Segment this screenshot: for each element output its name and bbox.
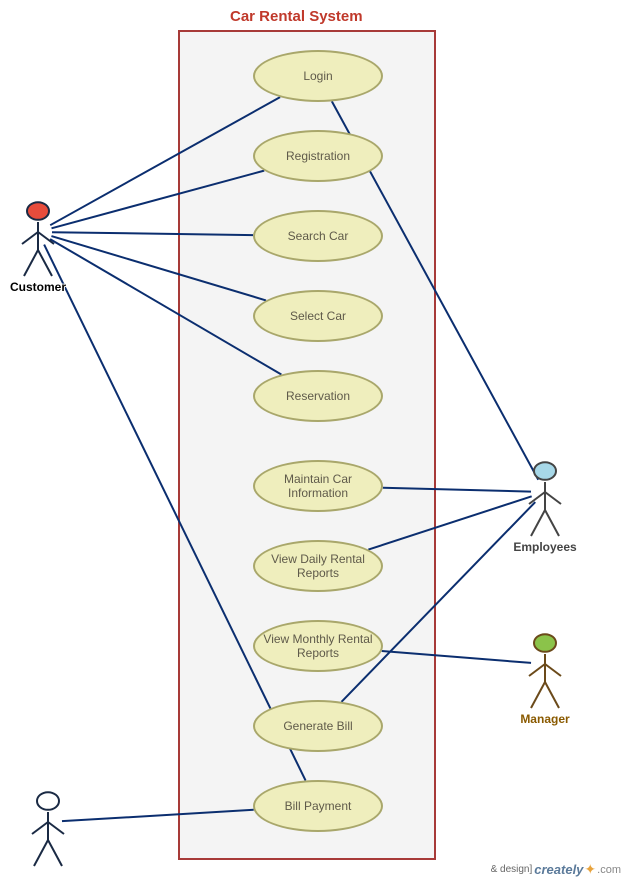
usecase-dailyrep: View Daily Rental Reports	[253, 540, 383, 592]
usecase-registration: Registration	[253, 130, 383, 182]
footer-prefix: & design]	[491, 864, 533, 875]
usecase-billpay: Bill Payment	[253, 780, 383, 832]
diagram-title: Car Rental System	[230, 8, 363, 25]
usecase-monthlyrep: View Monthly Rental Reports	[253, 620, 383, 672]
diagram-canvas: Car Rental System Login Registration Searc…	[0, 0, 621, 878]
usecase-genbill: Generate Bill	[253, 700, 383, 752]
usecase-login: Login	[253, 50, 383, 102]
usecase-reservation: Reservation	[253, 370, 383, 422]
actor-employees	[529, 462, 561, 536]
actor-manager	[529, 634, 561, 708]
actor-label-employees: Employees	[505, 540, 585, 554]
footer: & design] creately ✦ .com	[491, 861, 621, 878]
footer-brand: creately	[534, 862, 583, 877]
footer-star-icon: ✦	[584, 861, 596, 878]
usecase-selectcar: Select Car	[253, 290, 383, 342]
actor-customer	[22, 202, 54, 276]
usecase-searchcar: Search Car	[253, 210, 383, 262]
actor-label-customer: Customer	[0, 280, 78, 294]
footer-suffix: .com	[597, 864, 621, 876]
actor-guest	[32, 792, 64, 866]
usecase-maintain: Maintain Car Information	[253, 460, 383, 512]
actor-label-manager: Manager	[505, 712, 585, 726]
